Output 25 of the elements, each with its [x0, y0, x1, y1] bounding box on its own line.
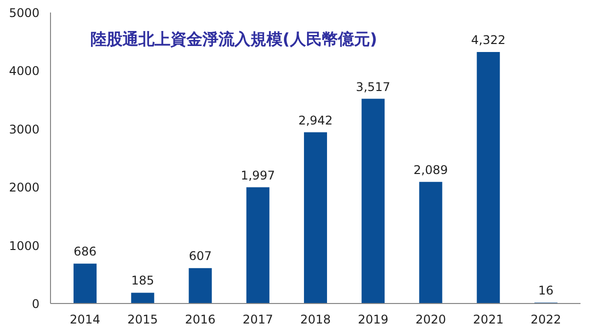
x-tick-label: 2017	[242, 312, 274, 326]
x-tick-label: 2019	[358, 312, 388, 326]
data-label: 3,517	[356, 80, 390, 94]
x-tick-label: 2018	[300, 312, 331, 326]
x-tick-label: 2015	[127, 312, 158, 326]
y-tick-label: 4000	[8, 64, 40, 78]
y-tick-label: 0	[32, 297, 40, 311]
y-tick-label: 5000	[8, 6, 40, 20]
x-tick-label: 2022	[530, 312, 562, 326]
data-label: 1,997	[240, 168, 276, 182]
text: 陸股通北上資金淨流入規模(人民幣億元)	[90, 30, 378, 48]
data-label: 4,322	[471, 32, 506, 47]
data-label: 185	[131, 274, 154, 288]
y-tick-label: 1000	[8, 238, 40, 253]
x-tick-label: 2014	[70, 312, 100, 326]
data-label: 2,942	[298, 113, 333, 128]
y-tick-label: 2000	[8, 180, 40, 195]
data-label: 607	[188, 249, 212, 264]
x-tick-label: 2016	[185, 312, 216, 326]
data-label: 686	[74, 244, 97, 259]
y-tick-label: 3000	[8, 122, 40, 136]
x-tick-label: 2020	[415, 312, 446, 326]
data-label: 16	[538, 284, 554, 298]
data-label: 2,089	[414, 162, 448, 177]
x-tick-label: 2021	[473, 312, 504, 326]
